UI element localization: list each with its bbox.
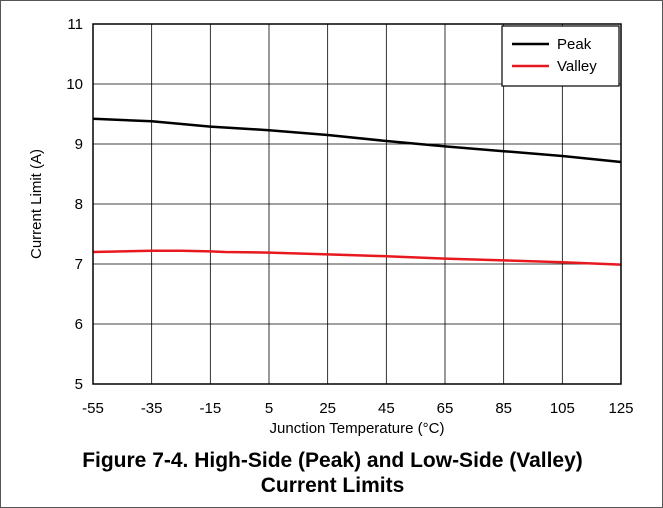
y-axis-label: Current Limit (A): [28, 149, 45, 259]
y-tick-label: 7: [75, 256, 83, 273]
series-line-valley: [92, 249, 622, 266]
x-tick-labels: -55 -35 -15 5 25 45 65 85 105 125: [82, 400, 633, 417]
x-tick-label: 65: [437, 400, 454, 417]
legend-label-peak: Peak: [557, 36, 592, 53]
x-tick-label: -55: [82, 400, 104, 417]
x-tick-label: 125: [608, 400, 633, 417]
legend-label-valley: Valley: [557, 58, 597, 75]
x-axis-label: Junction Temperature (°C): [270, 420, 445, 437]
y-tick-labels: 5 6 7 8 9 10 11: [66, 16, 83, 393]
legend: Peak Valley: [501, 25, 620, 87]
y-tick-label: 8: [75, 196, 83, 213]
x-tick-label: 45: [378, 400, 395, 417]
series-line-peak: [92, 117, 622, 164]
x-tick-label: -35: [141, 400, 163, 417]
y-tick-label: 11: [67, 16, 83, 33]
y-tick-label: 6: [75, 316, 83, 333]
x-tick-label: 25: [319, 400, 336, 417]
x-tick-label: -15: [199, 400, 221, 417]
series-lines: [92, 117, 622, 266]
figure-caption: Figure 7-4. High-Side (Peak) and Low-Sid…: [1, 448, 663, 498]
y-tick-label: 5: [75, 376, 83, 393]
caption-line-2: Current Limits: [260, 474, 405, 497]
y-tick-label: 10: [66, 76, 83, 93]
x-tick-label: 85: [495, 400, 512, 417]
plot-border: [92, 23, 622, 385]
y-tick-label: 9: [75, 136, 83, 153]
caption-line-1: Figure 7-4. High-Side (Peak) and Low-Sid…: [82, 449, 583, 472]
x-tick-label: 5: [265, 400, 273, 417]
line-chart: -55 -35 -15 5 25 45 65 85 105 125 5 6 7 8 9 10 11 Junct…: [28, 16, 634, 437]
x-tick-label: 105: [550, 400, 575, 417]
legend-box: [501, 25, 620, 87]
